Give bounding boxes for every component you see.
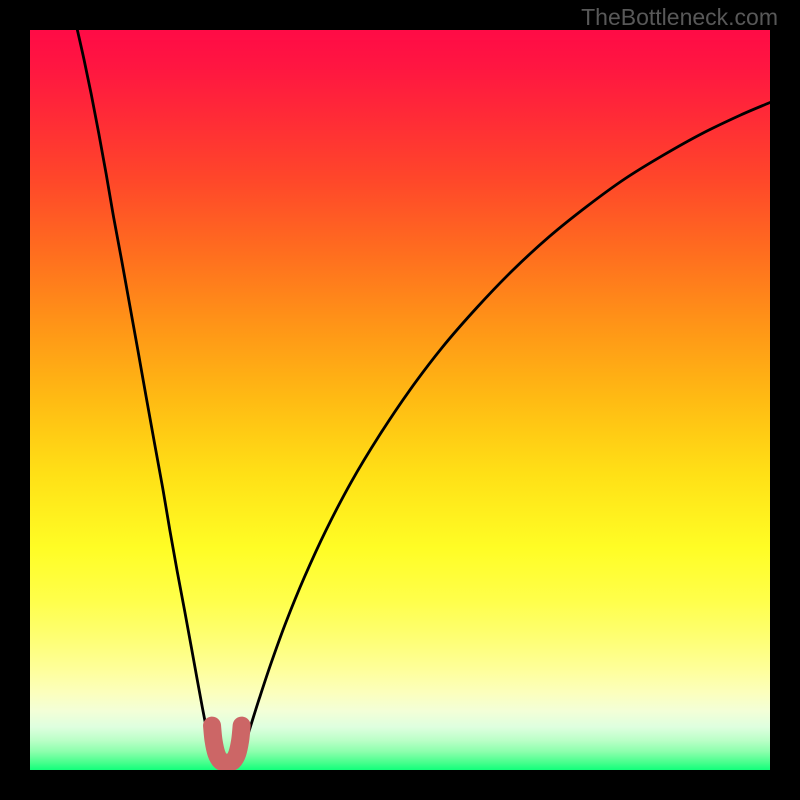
watermark-label: TheBottleneck.com bbox=[581, 4, 778, 31]
bottleneck-chart bbox=[30, 30, 770, 770]
gradient-background bbox=[30, 30, 770, 770]
